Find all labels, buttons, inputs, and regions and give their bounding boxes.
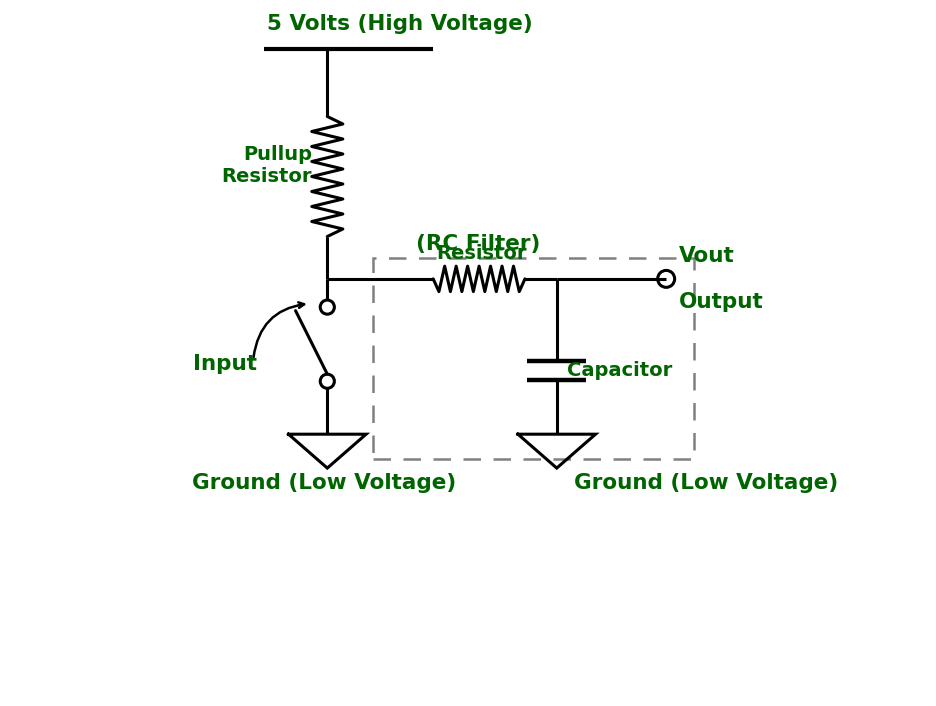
Text: Vout: Vout	[679, 246, 734, 266]
Text: (RC Filter): (RC Filter)	[415, 234, 539, 254]
Text: Ground (Low Voltage): Ground (Low Voltage)	[192, 473, 456, 493]
Text: Capacitor: Capacitor	[566, 361, 672, 380]
Text: Resistor: Resistor	[436, 244, 527, 263]
Text: Input: Input	[193, 354, 256, 373]
Text: Ground (Low Voltage): Ground (Low Voltage)	[574, 473, 838, 493]
Text: 5 Volts (High Voltage): 5 Volts (High Voltage)	[267, 14, 533, 34]
Text: Pullup
Resistor: Pullup Resistor	[221, 145, 312, 186]
Text: Output: Output	[679, 292, 763, 311]
